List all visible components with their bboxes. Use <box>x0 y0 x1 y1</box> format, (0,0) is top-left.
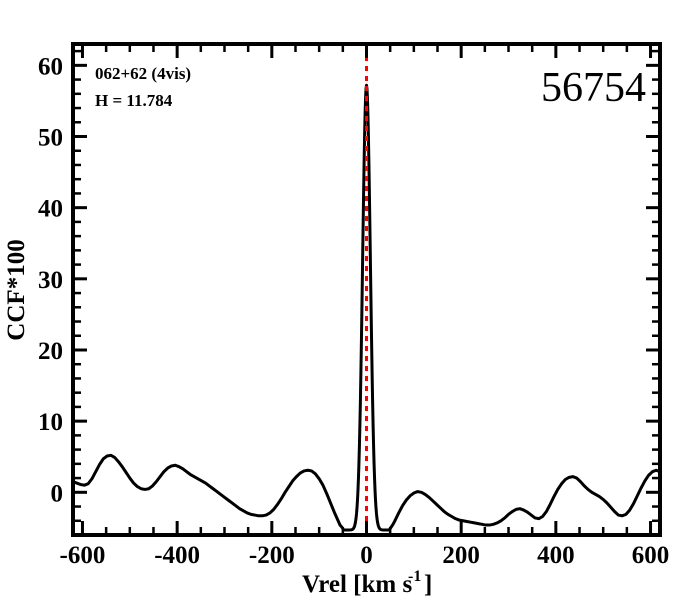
x-axis-title-main: Vrel [km s <box>302 571 412 598</box>
x-axis-title-superscript: -1 <box>408 568 421 585</box>
y-axis-title: CCF*100 <box>3 239 30 340</box>
x-axis-title: Vrel [km s -1 ] <box>302 568 432 598</box>
data-area <box>73 46 660 533</box>
y-tick-label: 0 <box>51 480 64 507</box>
y-tick-label: 40 <box>38 196 63 223</box>
y-tick-labels: 0 10 20 30 40 50 60 <box>38 53 63 507</box>
x-tick-label: 0 <box>360 542 373 569</box>
magnitude-annotation: H = 11.784 <box>95 91 173 110</box>
ccf-curve <box>73 83 660 532</box>
y-tick-label: 30 <box>38 267 63 294</box>
x-axis-title-bracket: ] <box>424 571 432 598</box>
axis-ticks <box>73 44 660 537</box>
x-tick-labels: -600 -400 -200 0 200 400 600 <box>60 542 670 569</box>
x-tick-label: 600 <box>632 542 670 569</box>
x-tick-label: 400 <box>537 542 575 569</box>
x-tick-label: -200 <box>249 542 295 569</box>
y-tick-label: 20 <box>38 338 63 365</box>
y-tick-label: 50 <box>38 125 63 152</box>
x-tick-label: -600 <box>60 542 106 569</box>
x-tick-label: -400 <box>154 542 200 569</box>
x-tick-label: 200 <box>442 542 480 569</box>
target-id-annotation: 062+62 (4vis) <box>95 64 191 83</box>
y-tick-label: 60 <box>38 53 63 80</box>
y-tick-label: 10 <box>38 409 63 436</box>
epoch-label: 56754 <box>541 65 646 111</box>
